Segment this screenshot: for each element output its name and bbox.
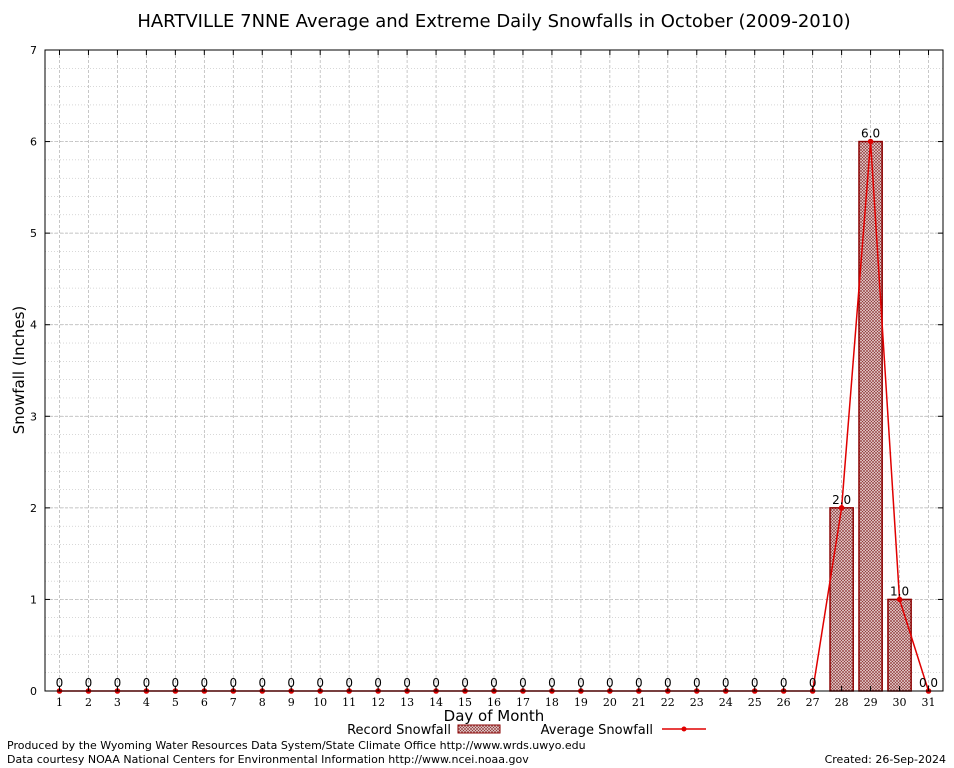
x-tick-label: 3 <box>114 696 121 709</box>
bar-day-28 <box>829 507 854 692</box>
data-label-day-25: 0 <box>751 676 759 690</box>
chart-title: HARTVILLE 7NNE Average and Extreme Daily… <box>137 11 850 32</box>
data-label-day-17: 0 <box>519 676 527 690</box>
x-tick-label: 19 <box>574 696 588 709</box>
footer-created: Created: 26-Sep-2024 <box>824 753 946 766</box>
legend: Record Snowfall Average Snowfall <box>347 723 706 738</box>
data-label-day-31: 0.0 <box>919 676 938 690</box>
data-label-day-9: 0 <box>287 676 295 690</box>
data-label-day-22: 0 <box>664 676 672 690</box>
x-tick-label: 28 <box>835 696 849 709</box>
y-tick-label: 6 <box>30 136 37 149</box>
x-tick-label: 13 <box>400 696 414 709</box>
x-tick-label: 31 <box>922 696 936 709</box>
y-tick-label: 4 <box>30 319 37 332</box>
data-label-day-7: 0 <box>229 676 237 690</box>
x-tick-label: 7 <box>230 696 237 709</box>
x-tick-label: 6 <box>201 696 208 709</box>
average-point-day-30 <box>896 596 903 603</box>
data-label-day-6: 0 <box>201 676 209 690</box>
data-label-day-14: 0 <box>432 676 440 690</box>
x-tick-label: 17 <box>516 696 530 709</box>
footer-produced-by: Produced by the Wyoming Water Resources … <box>7 739 586 752</box>
x-tick-label: 16 <box>487 696 501 709</box>
x-tick-label: 21 <box>632 696 646 709</box>
x-tick-label: 1 <box>56 696 63 709</box>
x-tick-label: 9 <box>288 696 295 709</box>
x-tick-label: 15 <box>458 696 472 709</box>
x-tick-label: 23 <box>690 696 704 709</box>
y-tick-label: 7 <box>30 44 37 57</box>
x-tick-label: 20 <box>603 696 617 709</box>
x-tick-label: 5 <box>172 696 179 709</box>
data-label-day-26: 0 <box>780 676 788 690</box>
x-tick-label: 30 <box>893 696 907 709</box>
x-tick-label: 10 <box>313 696 327 709</box>
y-tick-label: 0 <box>30 685 37 698</box>
data-label-day-21: 0 <box>635 676 643 690</box>
data-labels: 0 0 0 0 0 0 0 0 0 0 0 0 0 0 0 0 0 0 0 0 0 0 0 0 0 0 0 2.0 6.0 1.0 0.0 <box>56 127 938 690</box>
data-label-day-13: 0 <box>403 676 411 690</box>
data-label-day-5: 0 <box>172 676 180 690</box>
legend-record-swatch <box>457 724 501 734</box>
data-label-day-16: 0 <box>490 676 498 690</box>
data-label-day-3: 0 <box>114 676 122 690</box>
x-tick-label: 8 <box>259 696 266 709</box>
y-tick-label: 5 <box>30 227 37 240</box>
x-tick-label: 4 <box>143 696 150 709</box>
average-point-day-28 <box>838 505 845 511</box>
footer-courtesy: Data courtesy NOAA National Centers for … <box>7 753 529 766</box>
data-label-day-18: 0 <box>548 676 556 690</box>
data-label-day-2: 0 <box>85 676 93 690</box>
legend-average-marker <box>681 726 687 732</box>
data-label-day-28: 2.0 <box>832 493 851 507</box>
y-tick-label: 1 <box>30 593 37 606</box>
data-label-day-27: 0 <box>809 676 817 690</box>
data-label-day-30: 1.0 <box>890 584 909 598</box>
data-label-day-12: 0 <box>374 676 382 690</box>
grid <box>45 49 943 692</box>
data-label-day-29: 6.0 <box>861 127 880 141</box>
data-label-day-4: 0 <box>143 676 151 690</box>
legend-record-label: Record Snowfall <box>347 723 451 738</box>
bar-day-29 <box>858 140 883 692</box>
x-tick-label: 27 <box>806 696 820 709</box>
y-tick-label: 2 <box>30 502 37 515</box>
x-tick-label: 22 <box>661 696 675 709</box>
data-label-day-8: 0 <box>258 676 266 690</box>
x-tick-label: 11 <box>342 696 356 709</box>
data-label-day-23: 0 <box>693 676 701 690</box>
bar-day-30 <box>887 598 912 692</box>
data-label-day-24: 0 <box>722 676 730 690</box>
data-label-day-11: 0 <box>345 676 353 690</box>
x-axis-label: Day of Month <box>444 707 545 725</box>
x-tick-label: 26 <box>777 696 791 709</box>
x-tick-label: 29 <box>864 696 878 709</box>
data-label-day-15: 0 <box>461 676 469 690</box>
x-tick-label: 24 <box>719 696 733 709</box>
data-label-day-10: 0 <box>316 676 324 690</box>
y-axis-label: Snowfall (Inches) <box>10 306 28 434</box>
x-tick-label: 14 <box>429 696 443 709</box>
data-label-day-19: 0 <box>577 676 585 690</box>
x-tick-label: 2 <box>85 696 92 709</box>
legend-average-label: Average Snowfall <box>541 723 653 738</box>
data-label-day-20: 0 <box>606 676 614 690</box>
average-point-day-29 <box>867 138 874 145</box>
data-label-day-1: 0 <box>56 676 64 690</box>
y-tick-label: 3 <box>30 410 37 423</box>
x-tick-label: 18 <box>545 696 559 709</box>
x-tick-label: 25 <box>748 696 762 709</box>
x-tick-label: 12 <box>371 696 385 709</box>
